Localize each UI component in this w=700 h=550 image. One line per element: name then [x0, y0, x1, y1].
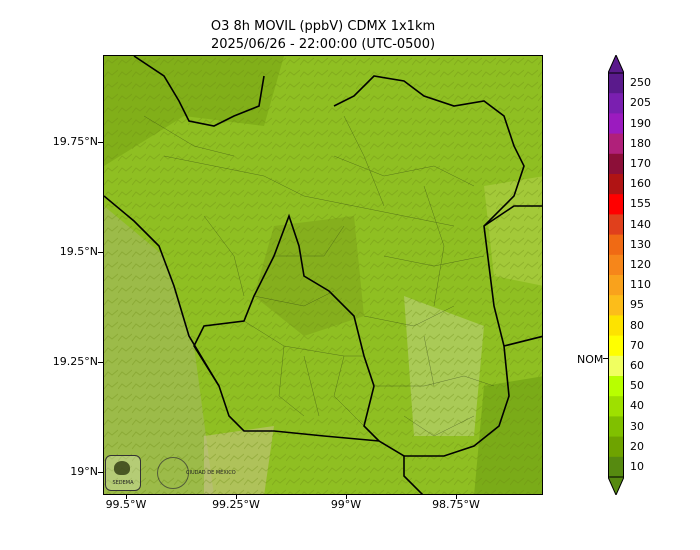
colorbar-segment [608, 396, 624, 417]
colorbar-segment [608, 376, 624, 397]
sedema-logo: SEDEMA [105, 455, 141, 491]
map-title-line2: 2025/06/26 - 22:00:00 (UTC-0500) [210, 37, 436, 52]
colorbar-segment [608, 456, 624, 478]
x-tick [456, 495, 457, 499]
colorbar-segment [608, 73, 624, 94]
colorbar-segment [608, 416, 624, 438]
colorbar-tick-label: 180 [630, 136, 651, 150]
nom-label: NOM [577, 353, 604, 366]
colorbar-extend-min [608, 476, 624, 495]
colorbar-segment [608, 93, 624, 114]
x-axis-label: 98.75°W [432, 498, 480, 511]
y-axis-label: 19.25°N [52, 355, 98, 368]
colorbar-tick-label: 155 [630, 197, 651, 211]
ozone-map [104, 56, 542, 494]
leaf-icon [114, 461, 130, 475]
x-tick [236, 495, 237, 499]
colorbar-segment [608, 315, 624, 337]
y-axis-label: 19°N [70, 465, 98, 478]
colorbar-segment [608, 335, 624, 357]
colorbar-segment [608, 355, 624, 377]
colorbar-tick-label: 30 [630, 419, 644, 433]
municipality-boundaries [143, 115, 495, 437]
y-tick [98, 142, 103, 143]
colorbar-tick-label: 170 [630, 156, 651, 170]
colorbar-tick-label: 40 [630, 399, 644, 413]
colorbar-tick-label: 60 [630, 358, 644, 372]
y-tick [98, 362, 103, 363]
colorbar-tick-label: 70 [630, 338, 644, 352]
colorbar-segment [608, 133, 624, 155]
colorbar-segment [608, 153, 624, 175]
colorbar-tick-label: 120 [630, 257, 651, 271]
colorbar-tick-label: 95 [630, 298, 644, 312]
colorbar-extend-max [608, 55, 624, 74]
x-axis-label: 99.5°W [105, 498, 147, 511]
x-axis-label: 99.25°W [212, 498, 260, 511]
colorbar-tick-label: 205 [630, 96, 651, 110]
seal-icon [157, 457, 189, 489]
colorbar-tick-label: 20 [630, 439, 644, 453]
colorbar-tick-label: 110 [630, 278, 651, 292]
colorbar-segment [608, 234, 624, 256]
colorbar-segment [608, 295, 624, 316]
colorbar-tick-label: 10 [630, 459, 644, 473]
x-tick [346, 495, 347, 499]
sedema-logo-text: SEDEMA [112, 480, 134, 486]
y-tick [98, 472, 103, 473]
colorbar-segment [608, 254, 624, 276]
y-axis-label: 19.75°N [52, 135, 98, 148]
colorbar-tick-label: 140 [630, 217, 651, 231]
colorbar-segment [608, 436, 624, 458]
colorbar-tick-label: 160 [630, 177, 651, 191]
y-tick [98, 252, 103, 253]
state-boundaries [104, 56, 542, 494]
colorbar-segment [608, 275, 624, 296]
colorbar-tick-label: 80 [630, 318, 644, 332]
cdmx-logo-text: CIUDAD DE MÉXICO [186, 470, 236, 476]
colorbar-segment [608, 113, 624, 135]
colorbar-tick-label: 130 [630, 237, 651, 251]
colorbar-tick-label: 250 [630, 76, 651, 90]
colorbar-segment [608, 174, 624, 195]
colorbar-tick-label: 190 [630, 116, 651, 130]
y-axis-label: 19.5°N [59, 245, 98, 258]
x-axis-label: 99°W [330, 498, 362, 511]
x-tick [126, 495, 127, 499]
map-area [103, 55, 543, 495]
map-title-line1: O3 8h MOVIL (ppbV) CDMX 1x1km [210, 19, 436, 34]
colorbar [608, 55, 624, 495]
colorbar-segment [608, 214, 624, 236]
colorbar-tick-label: 50 [630, 379, 644, 393]
nom-tick [603, 358, 609, 359]
colorbar-segment [608, 194, 624, 215]
colorbar-frame [608, 72, 624, 478]
cdmx-logo [155, 455, 191, 489]
